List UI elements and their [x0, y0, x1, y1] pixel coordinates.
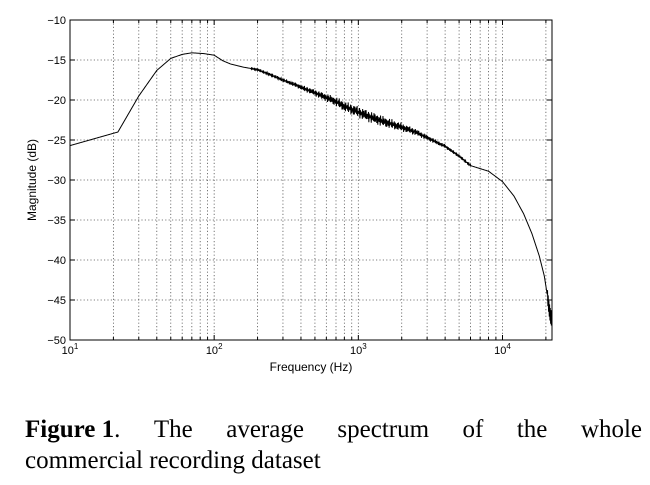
- grid-lines: [69, 20, 552, 340]
- x-tick-labels: 101 102 103 104: [62, 342, 512, 357]
- caption-line-1: Figure 1. The average spectrum of the whole: [25, 414, 642, 445]
- y-tick-labels: −10 −15 −20 −25 −30 −35 −40 −45 −50: [47, 15, 66, 347]
- caption-word: the: [516, 416, 548, 443]
- caption-word: whole: [580, 416, 642, 443]
- caption-label: Figure 1: [25, 416, 115, 443]
- figure-caption: Figure 1. The average spectrum of the whole c…: [25, 414, 642, 476]
- x-tick-label: 102: [206, 342, 223, 357]
- spectrum-line: [69, 52, 553, 328]
- caption-word: spectrum: [337, 416, 430, 443]
- caption-word: The: [153, 416, 193, 443]
- caption-word: average: [226, 416, 304, 443]
- x-tick-label: 104: [494, 342, 511, 357]
- y-tick-label: −25: [47, 135, 66, 147]
- y-axis-label: Magnitude (dB): [25, 139, 39, 221]
- caption-word: of: [462, 416, 484, 443]
- x-tick-label: 101: [62, 342, 79, 357]
- spectrum-chart: −10 −15 −20 −25 −30 −35 −40 −45 −50 101 102 103 104…: [25, 15, 553, 374]
- y-tick-label: −30: [47, 175, 66, 187]
- x-axis-label: Frequency (Hz): [270, 360, 353, 374]
- caption-line-2: commercial recording dataset: [25, 447, 321, 474]
- y-tick-label: −20: [47, 95, 66, 107]
- caption-label-group: Figure 1.: [25, 416, 121, 443]
- y-tick-label: −35: [47, 215, 66, 227]
- axis-ticks: [69, 19, 552, 341]
- y-tick-label: −15: [47, 55, 66, 67]
- x-tick-label: 103: [350, 342, 367, 357]
- y-tick-label: −50: [47, 335, 66, 347]
- y-tick-label: −40: [47, 255, 66, 267]
- y-tick-label: −45: [47, 295, 66, 307]
- y-tick-label: −10: [47, 15, 66, 27]
